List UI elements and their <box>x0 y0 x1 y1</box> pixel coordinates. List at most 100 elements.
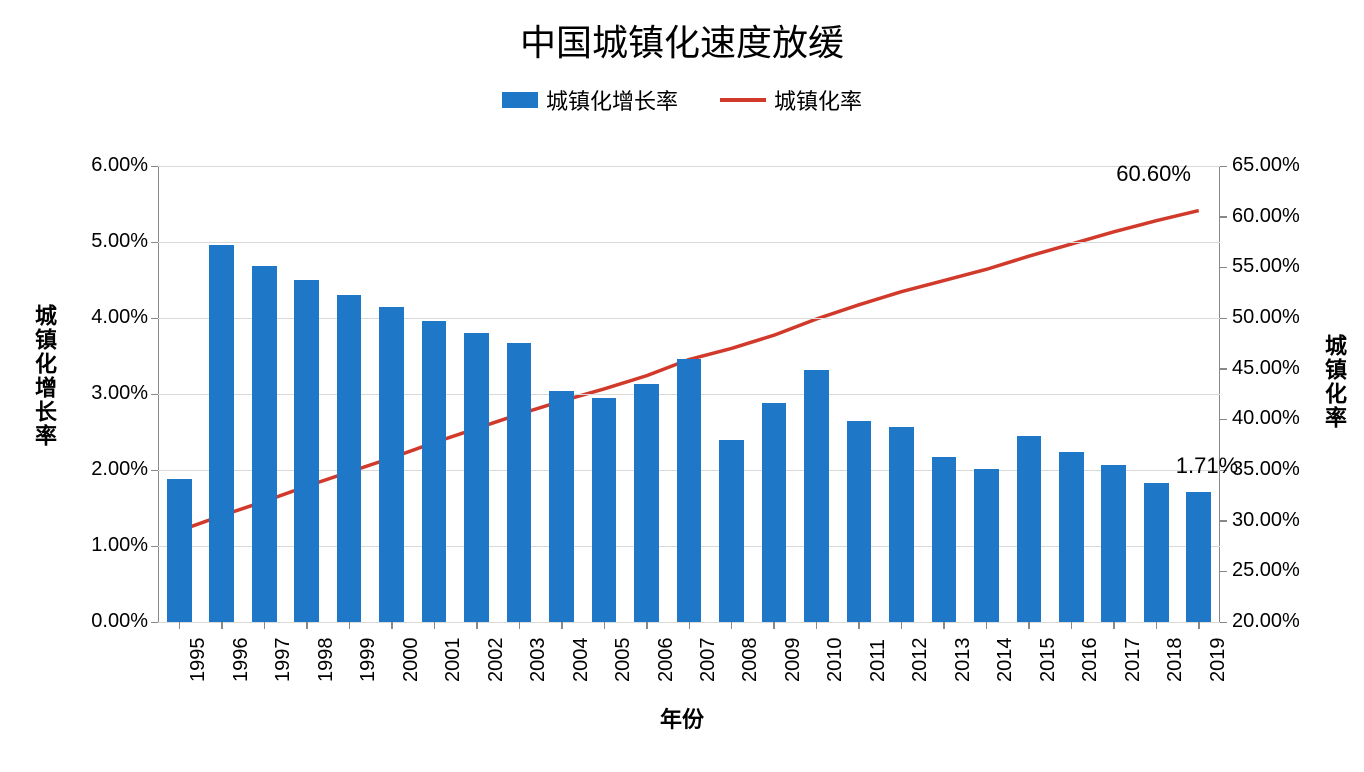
x-tick-label: 2018 <box>1164 638 1187 683</box>
x-tick-label: 1995 <box>187 638 210 683</box>
x-tick-label: 2007 <box>697 638 720 683</box>
x-tick-label: 2008 <box>739 638 762 683</box>
bar <box>507 343 532 622</box>
x-tick-mark <box>604 622 606 629</box>
bar <box>889 427 914 622</box>
y-right-tick-mark <box>1220 419 1227 421</box>
y-right-tick-label: 65.00% <box>1232 154 1300 177</box>
x-tick-label: 2009 <box>782 638 805 683</box>
bar <box>1101 465 1126 622</box>
x-tick-mark <box>1198 622 1200 629</box>
bar <box>847 421 872 622</box>
x-tick-mark <box>1113 622 1115 629</box>
y-left-tick-mark <box>151 546 158 548</box>
y-left-tick-label: 4.00% <box>91 306 148 329</box>
bar <box>932 457 957 622</box>
y-right-tick-label: 60.00% <box>1232 205 1300 228</box>
bar <box>762 403 787 622</box>
y-left-tick-label: 5.00% <box>91 230 148 253</box>
x-tick-mark <box>179 622 181 629</box>
y-left-tick-mark <box>151 394 158 396</box>
x-tick-mark <box>986 622 988 629</box>
annotation: 60.60% <box>1116 161 1191 187</box>
bar <box>294 280 319 622</box>
x-tick-mark <box>816 622 818 629</box>
bar <box>337 295 362 622</box>
legend: 城镇化增长率 城镇化率 <box>0 84 1364 116</box>
y-axis-right-label: 城镇化率 <box>1318 334 1350 430</box>
y-left-tick-mark <box>151 166 158 168</box>
bar <box>379 307 404 622</box>
y-left-tick-label: 6.00% <box>91 154 148 177</box>
y-left-tick-label: 2.00% <box>91 458 148 481</box>
x-tick-label: 2005 <box>612 638 635 683</box>
bar <box>464 333 489 622</box>
y-right-tick-label: 50.00% <box>1232 306 1300 329</box>
gridline <box>158 166 1220 167</box>
y-right-tick-mark <box>1220 318 1227 320</box>
bar <box>1186 492 1211 622</box>
x-tick-label: 1996 <box>230 638 253 683</box>
x-tick-label: 2013 <box>952 638 975 683</box>
y-right-tick-label: 25.00% <box>1232 559 1300 582</box>
x-tick-mark <box>646 622 648 629</box>
y-right-tick-mark <box>1220 267 1227 269</box>
y-right-tick-mark <box>1220 571 1227 573</box>
bar <box>1144 483 1169 622</box>
bar <box>209 245 234 622</box>
x-tick-mark <box>1156 622 1158 629</box>
bar <box>1059 452 1084 622</box>
bar <box>974 469 999 622</box>
x-tick-mark <box>689 622 691 629</box>
legend-item-line: 城镇化率 <box>720 84 862 116</box>
y-right-tick-label: 20.00% <box>1232 610 1300 633</box>
x-tick-label: 2002 <box>485 638 508 683</box>
x-tick-label: 1998 <box>315 638 338 683</box>
x-tick-label: 2006 <box>655 638 678 683</box>
x-tick-mark <box>221 622 223 629</box>
x-tick-mark <box>391 622 393 629</box>
x-tick-label: 2019 <box>1207 638 1230 683</box>
y-right-tick-mark <box>1220 520 1227 522</box>
legend-swatch-bar <box>502 92 538 108</box>
y-axis-left-label: 城镇化增长率 <box>28 304 60 448</box>
x-tick-mark <box>519 622 521 629</box>
bar <box>167 479 192 622</box>
x-tick-label: 2014 <box>994 638 1017 683</box>
x-tick-label: 1999 <box>357 638 380 683</box>
legend-swatch-line <box>720 98 766 102</box>
x-tick-label: 2016 <box>1079 638 1102 683</box>
y-right-tick-label: 35.00% <box>1232 458 1300 481</box>
x-tick-mark <box>773 622 775 629</box>
x-tick-label: 2012 <box>909 638 932 683</box>
x-tick-mark <box>476 622 478 629</box>
legend-label-line: 城镇化率 <box>774 84 862 116</box>
x-tick-mark <box>349 622 351 629</box>
legend-item-bar: 城镇化增长率 <box>502 84 678 116</box>
x-tick-mark <box>858 622 860 629</box>
bar <box>549 391 574 622</box>
bar <box>719 440 744 622</box>
x-tick-label: 1997 <box>272 638 295 683</box>
bar <box>422 321 447 622</box>
bar <box>1017 436 1042 622</box>
x-tick-label: 2011 <box>867 639 890 682</box>
y-right-tick-label: 30.00% <box>1232 509 1300 532</box>
x-tick-label: 2000 <box>400 638 423 683</box>
y-left-tick-label: 0.00% <box>91 610 148 633</box>
chart-title: 中国城镇化速度放缓 <box>0 14 1364 66</box>
y-left-tick-mark <box>151 318 158 320</box>
bar <box>252 266 277 622</box>
x-tick-mark <box>943 622 945 629</box>
x-tick-mark <box>1071 622 1073 629</box>
x-tick-label: 2004 <box>570 638 593 683</box>
x-tick-label: 2015 <box>1037 638 1060 683</box>
bar <box>677 359 702 622</box>
y-right-tick-mark <box>1220 368 1227 370</box>
bar <box>804 370 829 622</box>
y-right-tick-label: 45.00% <box>1232 357 1300 380</box>
y-left-tick-mark <box>151 470 158 472</box>
x-tick-mark <box>561 622 563 629</box>
plot-area <box>158 166 1220 622</box>
x-tick-mark <box>1028 622 1030 629</box>
